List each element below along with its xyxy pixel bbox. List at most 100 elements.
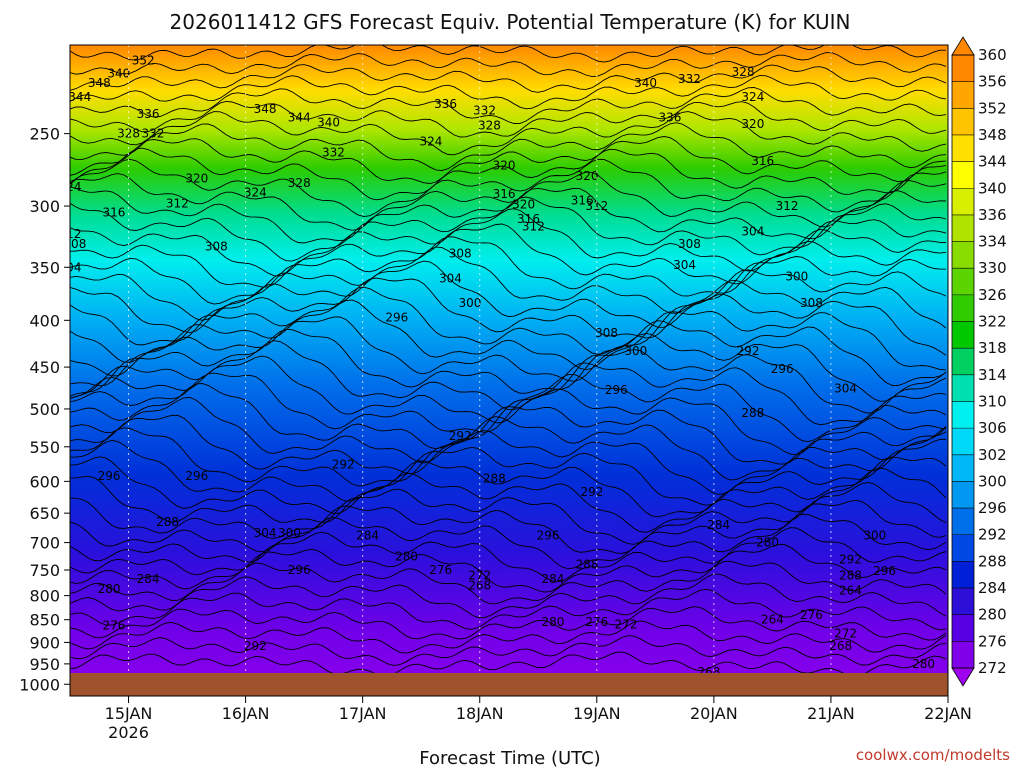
contour-value-label: 296 [605,383,628,397]
contour-value-label: 328 [732,65,755,79]
contour-value-label: 304 [673,258,696,272]
contour-line [70,560,947,605]
y-tick-label: 450 [29,358,60,377]
contour-line [70,208,947,277]
colorbar-label: 306 [978,419,1007,437]
colorbar-swatch [952,588,974,616]
contour-line [70,426,947,495]
colorbar-label: 330 [978,259,1007,277]
contour-line [70,100,947,138]
contour-value-label: 292 [580,485,603,499]
colorbar-swatch [952,161,974,189]
contour-value-label: 348 [88,76,111,90]
contour-line [70,588,947,631]
contour-value-label: 304 [834,382,857,396]
contour-line [70,467,947,533]
contour-value-label: 304 [59,260,82,274]
y-axis: 250 300 350 400 450 500 550 600 650 700 750 800 850 9… [19,125,70,694]
colorbar-label: 300 [978,472,1007,490]
contour-line [70,651,947,678]
contour-value-label: 308 [800,296,823,310]
contour-line [70,513,947,570]
contour-value-label: 320 [493,159,516,173]
contour-value-label: 280 [395,550,418,564]
contour-value-label: 272 [468,568,491,582]
colorbar-swatch [952,614,974,642]
colorbar-swatch [952,454,974,482]
contour-value-label: 276 [102,618,125,632]
colorbar-swatch [952,428,974,456]
colorbar-label: 292 [978,526,1007,544]
x-tick-label: 22JAN [924,704,972,723]
y-tick-label: 1000 [19,675,60,694]
colorbar-swatch [952,401,974,429]
x-tick-label: 18JAN [456,704,504,723]
contour-line [70,543,947,593]
contour-value-label: 280 [98,582,121,596]
contour-value-label: 308 [595,326,618,340]
contour-value-label: 308 [63,237,86,251]
contour-value-label: 292 [332,457,355,471]
contour-line [70,186,947,244]
contour-value-label: 288 [576,558,599,572]
y-tick-label: 250 [29,125,60,144]
contour-value-label: 328 [117,127,140,141]
y-tick-label: 950 [29,655,60,674]
y-tick-label: 900 [29,633,60,652]
contour-value-label: 312 [522,220,545,234]
colorbar-label: 318 [978,339,1007,357]
contour-value-label: 316 [517,212,540,226]
colorbar-label: 276 [978,632,1007,650]
contour-value-label: 324 [244,186,267,200]
colorbar-label: 348 [978,126,1007,144]
colorbar-label: 322 [978,313,1007,331]
contour-value-label: 300 [278,526,301,540]
contour-value-label: 324 [741,90,764,104]
colorbar-label: 310 [978,392,1007,410]
contour-value-label: 312 [59,227,82,241]
contour-line [70,277,947,346]
contour-value-label: 336 [659,110,682,124]
colorbar-swatch [952,641,974,669]
contour-value-label: 296 [185,469,208,483]
contour-lines [70,45,947,678]
contour-value-label: 284 [541,572,564,586]
contour-value-label: 332 [678,72,701,86]
colorbar-label: 296 [978,499,1007,517]
contour-value-label: 332 [141,127,164,141]
contour-line [70,75,947,110]
x-tick-label: 19JAN [573,704,621,723]
contour-line [70,328,947,402]
colorbar-swatch [952,348,974,376]
contour-line [70,355,947,426]
contour-value-label: 316 [571,194,594,208]
x-tick-sublabel: 2026 [108,723,149,742]
contour-value-label: 340 [634,76,657,90]
colorbar-label: 340 [978,179,1007,197]
colorbar-swatch [952,294,974,323]
contour-value-label: 320 [576,169,599,183]
contour-value-label: 292 [244,639,267,653]
contour-line [70,158,947,218]
colorbar-label: 272 [978,659,1007,677]
contour-line [70,64,947,93]
colorbar-frame [951,54,975,669]
contour-line [70,236,947,305]
colorbar-label: 334 [978,233,1007,251]
contour-value-label: 300 [459,296,482,310]
contour-value-label: 264 [839,584,862,598]
x-tick-label: 15JAN [105,704,153,723]
contour-value-label: 284 [707,518,730,532]
contour-value-label: 304 [439,271,462,285]
contour-value-label: 344 [288,110,311,124]
y-tick-label: 550 [29,438,60,457]
contour-value-label: 332 [473,104,496,118]
contour-line [70,246,947,321]
contour-line [70,414,947,481]
contour-line [70,223,947,288]
contour-value-label: 320 [185,172,208,186]
colorbar-swatch [952,108,974,136]
contour-value-label: 332 [322,145,345,159]
contour-value-label: 348 [254,102,277,116]
